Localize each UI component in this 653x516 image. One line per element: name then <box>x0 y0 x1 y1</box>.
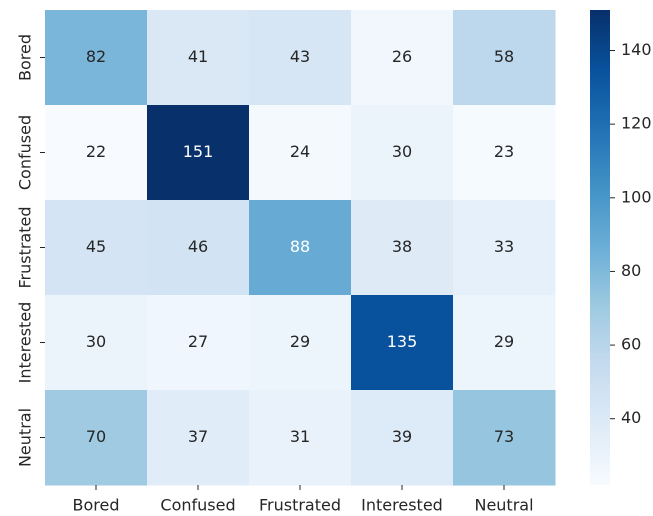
cell <box>249 390 352 486</box>
cell-label: 39 <box>392 427 412 446</box>
cell-label: 30 <box>392 142 412 161</box>
cell-label: 135 <box>387 332 418 351</box>
cell-label: 41 <box>188 47 208 66</box>
cell <box>351 295 454 391</box>
cell <box>351 390 454 486</box>
cell-label: 46 <box>188 237 208 256</box>
colorbar <box>590 10 610 485</box>
cell-label: 73 <box>494 427 514 446</box>
y-tick-label: Frustrated <box>16 206 35 288</box>
cell <box>147 10 250 106</box>
cell <box>249 295 352 391</box>
cell-label: 24 <box>290 142 310 161</box>
cell <box>45 295 148 391</box>
cell <box>453 10 556 106</box>
x-tick-label: Confused <box>160 496 235 515</box>
cell <box>147 105 250 201</box>
colorbar-tick-label: 100 <box>621 187 652 206</box>
cell <box>147 295 250 391</box>
x-tick-label: Neutral <box>474 496 533 515</box>
cell <box>147 200 250 296</box>
cell-label: 58 <box>494 47 514 66</box>
cell-label: 82 <box>86 47 106 66</box>
cell-label: 88 <box>290 237 310 256</box>
cell <box>351 105 454 201</box>
cell-label: 23 <box>494 142 514 161</box>
colorbar-tick-label: 120 <box>621 114 652 133</box>
y-tick-label: Interested <box>16 302 35 384</box>
cell <box>453 295 556 391</box>
x-tick-label: Bored <box>73 496 120 515</box>
x-tick-label: Interested <box>361 496 443 515</box>
cell <box>249 10 352 106</box>
cell-label: 29 <box>494 332 514 351</box>
cell-label: 29 <box>290 332 310 351</box>
cell-label: 30 <box>86 332 106 351</box>
cell <box>453 105 556 201</box>
cell <box>45 200 148 296</box>
y-tick-label: Neutral <box>16 408 35 467</box>
cell <box>351 10 454 106</box>
colorbar-tick-label: 140 <box>621 40 652 59</box>
y-tick-label: Bored <box>16 34 35 81</box>
cell <box>351 200 454 296</box>
cell-label: 37 <box>188 427 208 446</box>
cell-label: 70 <box>86 427 106 446</box>
x-tick-label: Frustrated <box>259 496 341 515</box>
cell <box>453 390 556 486</box>
colorbar-tick-label: 40 <box>621 408 641 427</box>
cell-label: 38 <box>392 237 412 256</box>
colorbar-tick-label: 80 <box>621 261 641 280</box>
cell-label: 27 <box>188 332 208 351</box>
cell-label: 22 <box>86 142 106 161</box>
cell <box>45 390 148 486</box>
cell <box>45 105 148 201</box>
cell-label: 31 <box>290 427 310 446</box>
colorbar-tick-label: 60 <box>621 335 641 354</box>
cell-label: 45 <box>86 237 106 256</box>
cell <box>45 10 148 106</box>
cell-label: 33 <box>494 237 514 256</box>
cell <box>147 390 250 486</box>
cell <box>453 200 556 296</box>
y-tick-label: Confused <box>16 115 35 190</box>
cell <box>249 200 352 296</box>
cell-label: 43 <box>290 47 310 66</box>
cell-label: 151 <box>183 142 214 161</box>
cell <box>249 105 352 201</box>
cell-label: 26 <box>392 47 412 66</box>
